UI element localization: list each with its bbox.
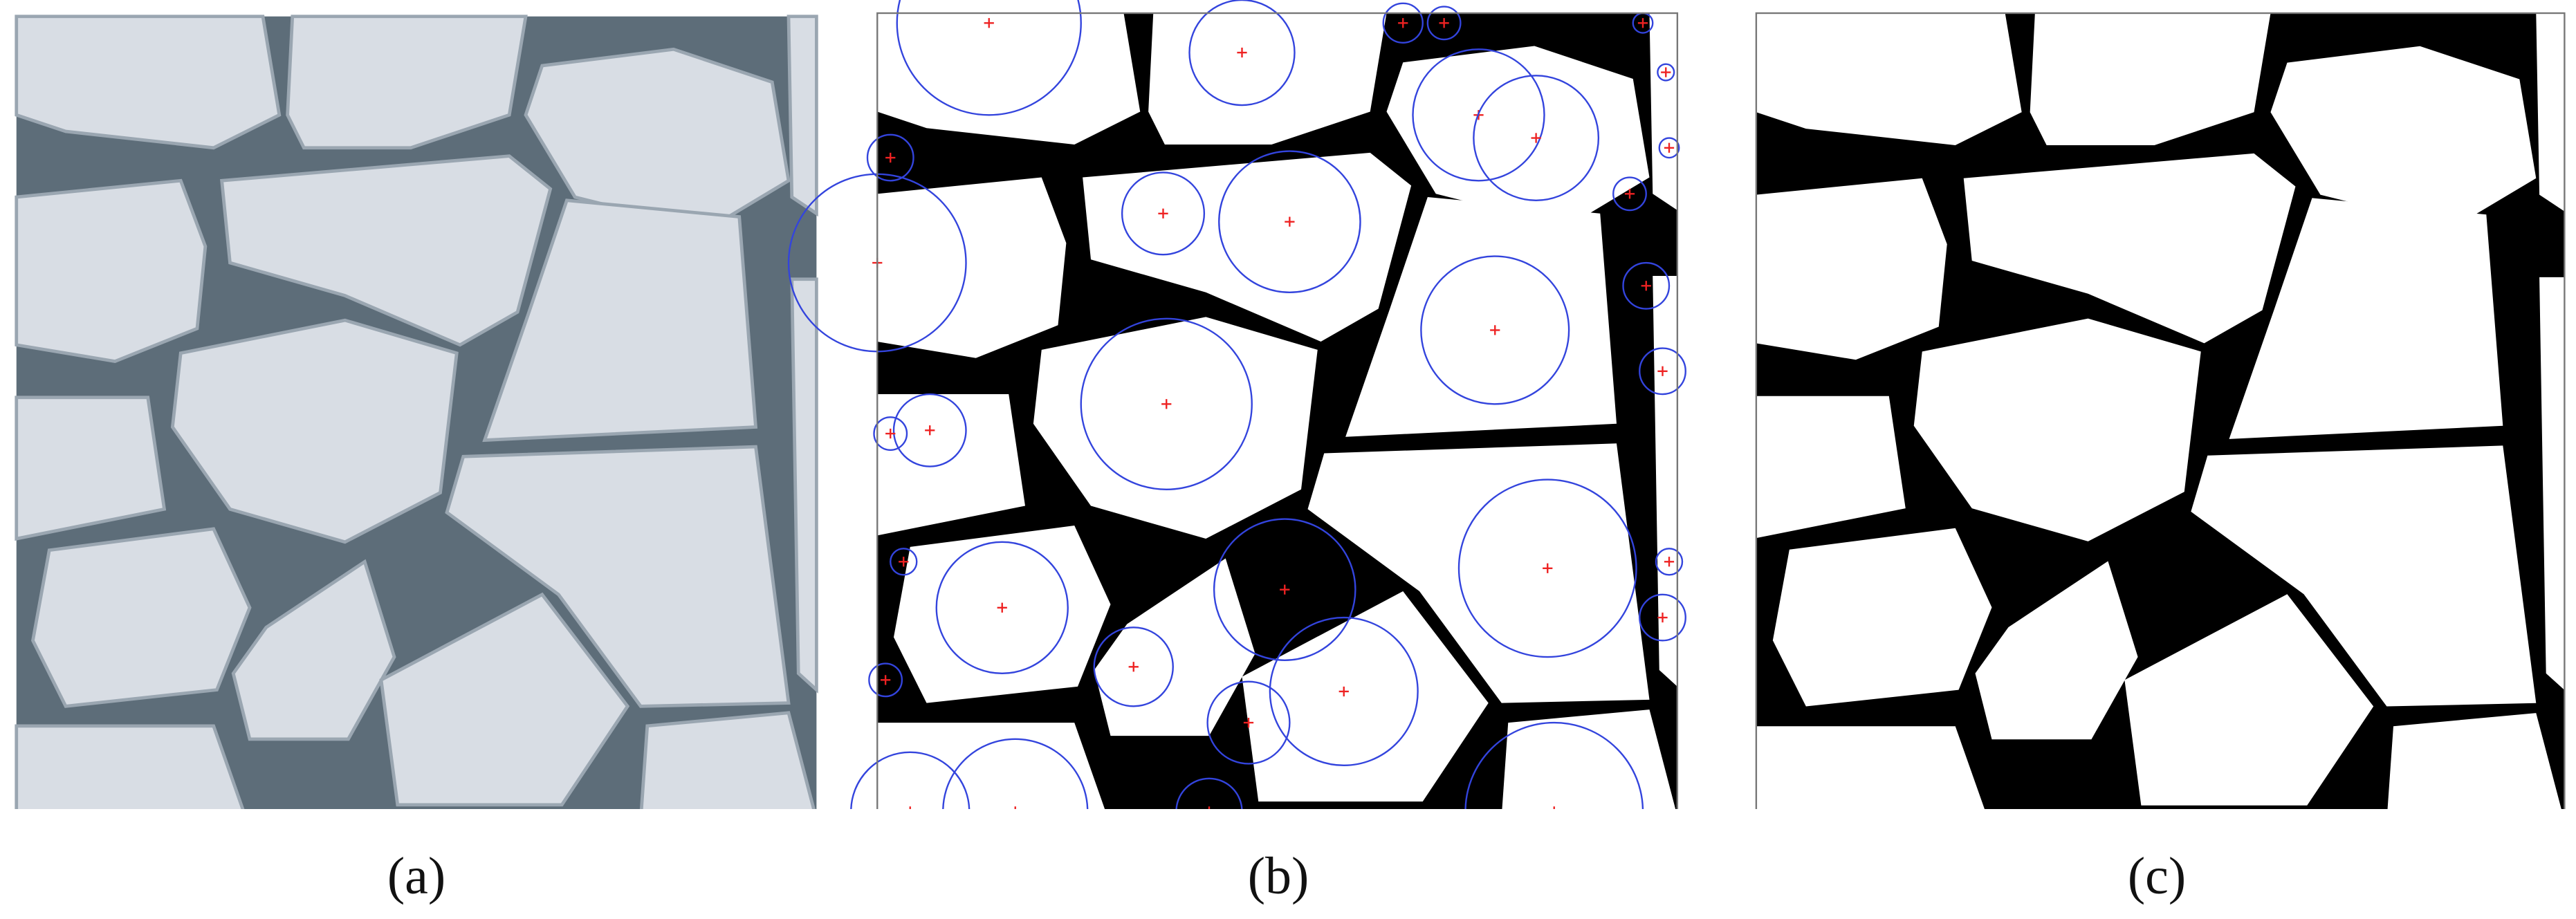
panel-caption: (a) xyxy=(387,847,446,905)
detected-floe-circle xyxy=(1464,721,1644,809)
panel-b-image xyxy=(787,0,1686,809)
detected-floe-circle xyxy=(1382,2,1424,44)
floe-center xyxy=(1237,47,1247,58)
detected-floe-circle xyxy=(935,541,1069,674)
panel-caption: (c) xyxy=(2127,847,2187,905)
panel-c-image xyxy=(1755,12,2566,809)
floe-center xyxy=(1661,67,1671,77)
floe-center xyxy=(1128,662,1139,672)
detected-floe-circle xyxy=(850,751,970,809)
floe-center xyxy=(1158,208,1168,219)
detected-floe-circle xyxy=(866,133,914,182)
floe-center xyxy=(1553,806,1555,809)
panel-caption: (b) xyxy=(1247,847,1309,905)
detected-floe-circle xyxy=(1655,548,1684,576)
floe-center xyxy=(1657,366,1668,376)
floe-center xyxy=(1543,563,1553,573)
floe-center xyxy=(1664,142,1675,153)
floe-center xyxy=(885,152,896,163)
detected-floe-circle xyxy=(1657,63,1675,82)
floe-center xyxy=(1637,18,1648,28)
detected-floe-circle xyxy=(1093,626,1174,707)
detected-floe-circle xyxy=(1080,317,1253,490)
detected-floe-circle xyxy=(892,393,967,467)
floe-center xyxy=(1280,584,1290,595)
floe-center xyxy=(1161,399,1172,409)
detected-floe-circle xyxy=(1420,255,1570,405)
detected-floe-circle xyxy=(1121,171,1206,256)
detected-floe-circle xyxy=(942,738,1089,809)
floe-center xyxy=(1014,806,1016,809)
detected-floe-circle xyxy=(1639,347,1686,396)
floe-center xyxy=(1624,189,1635,199)
detected-floe-circle xyxy=(1412,48,1545,182)
floe-center xyxy=(1641,281,1651,291)
detected-floe-circle xyxy=(873,416,908,451)
detected-floe-circle xyxy=(1473,75,1600,201)
floe-center xyxy=(1243,717,1254,728)
floe-center xyxy=(1208,806,1211,809)
floe-center xyxy=(1338,686,1349,697)
floe-center xyxy=(885,428,896,439)
detected-floe-circle xyxy=(1188,0,1296,106)
detected-floe-circle xyxy=(1426,6,1462,41)
detected-floe-circle xyxy=(1612,176,1647,212)
floe-center xyxy=(1490,325,1500,335)
detected-floe-circle xyxy=(1206,680,1291,765)
detected-floe-circle xyxy=(868,662,903,698)
floe-center xyxy=(1664,557,1675,567)
floe-center xyxy=(1285,216,1295,227)
detected-floe-circle xyxy=(1622,261,1671,310)
figure-images xyxy=(0,0,2566,809)
detected-floe-circle xyxy=(1658,137,1680,159)
detected-floe-circle xyxy=(1639,593,1686,642)
floe-center xyxy=(909,806,911,809)
floe-center xyxy=(984,18,994,28)
floe-center xyxy=(925,425,935,436)
detected-floe-circle xyxy=(1269,616,1419,767)
detected-floe-circle xyxy=(890,548,918,576)
detected-floe-circle xyxy=(1218,150,1361,293)
detected-floe-circle xyxy=(896,0,1082,116)
detected-floe-circle xyxy=(1175,777,1243,809)
floe-center xyxy=(881,675,891,685)
panel-a-image xyxy=(17,17,817,809)
floe-center xyxy=(1657,612,1668,623)
floe-center xyxy=(1439,18,1449,28)
floe-center xyxy=(899,557,909,567)
detected-floe-circle xyxy=(1457,479,1637,658)
detected-floe-circle xyxy=(1213,518,1356,661)
floe-center xyxy=(1398,18,1408,28)
floe-center xyxy=(997,602,1007,613)
floe-center xyxy=(1531,133,1541,143)
